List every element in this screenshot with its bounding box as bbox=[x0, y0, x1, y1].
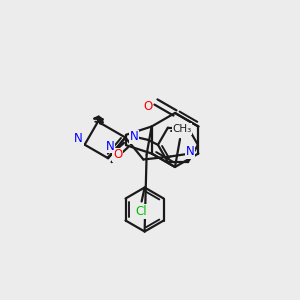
Text: N: N bbox=[130, 130, 138, 143]
Text: N: N bbox=[186, 145, 195, 158]
Text: O: O bbox=[143, 100, 153, 112]
Text: N: N bbox=[74, 132, 83, 145]
Text: N: N bbox=[106, 140, 114, 153]
Text: Cl: Cl bbox=[136, 205, 147, 218]
Text: CH₃: CH₃ bbox=[172, 124, 192, 134]
Text: O: O bbox=[113, 148, 122, 161]
